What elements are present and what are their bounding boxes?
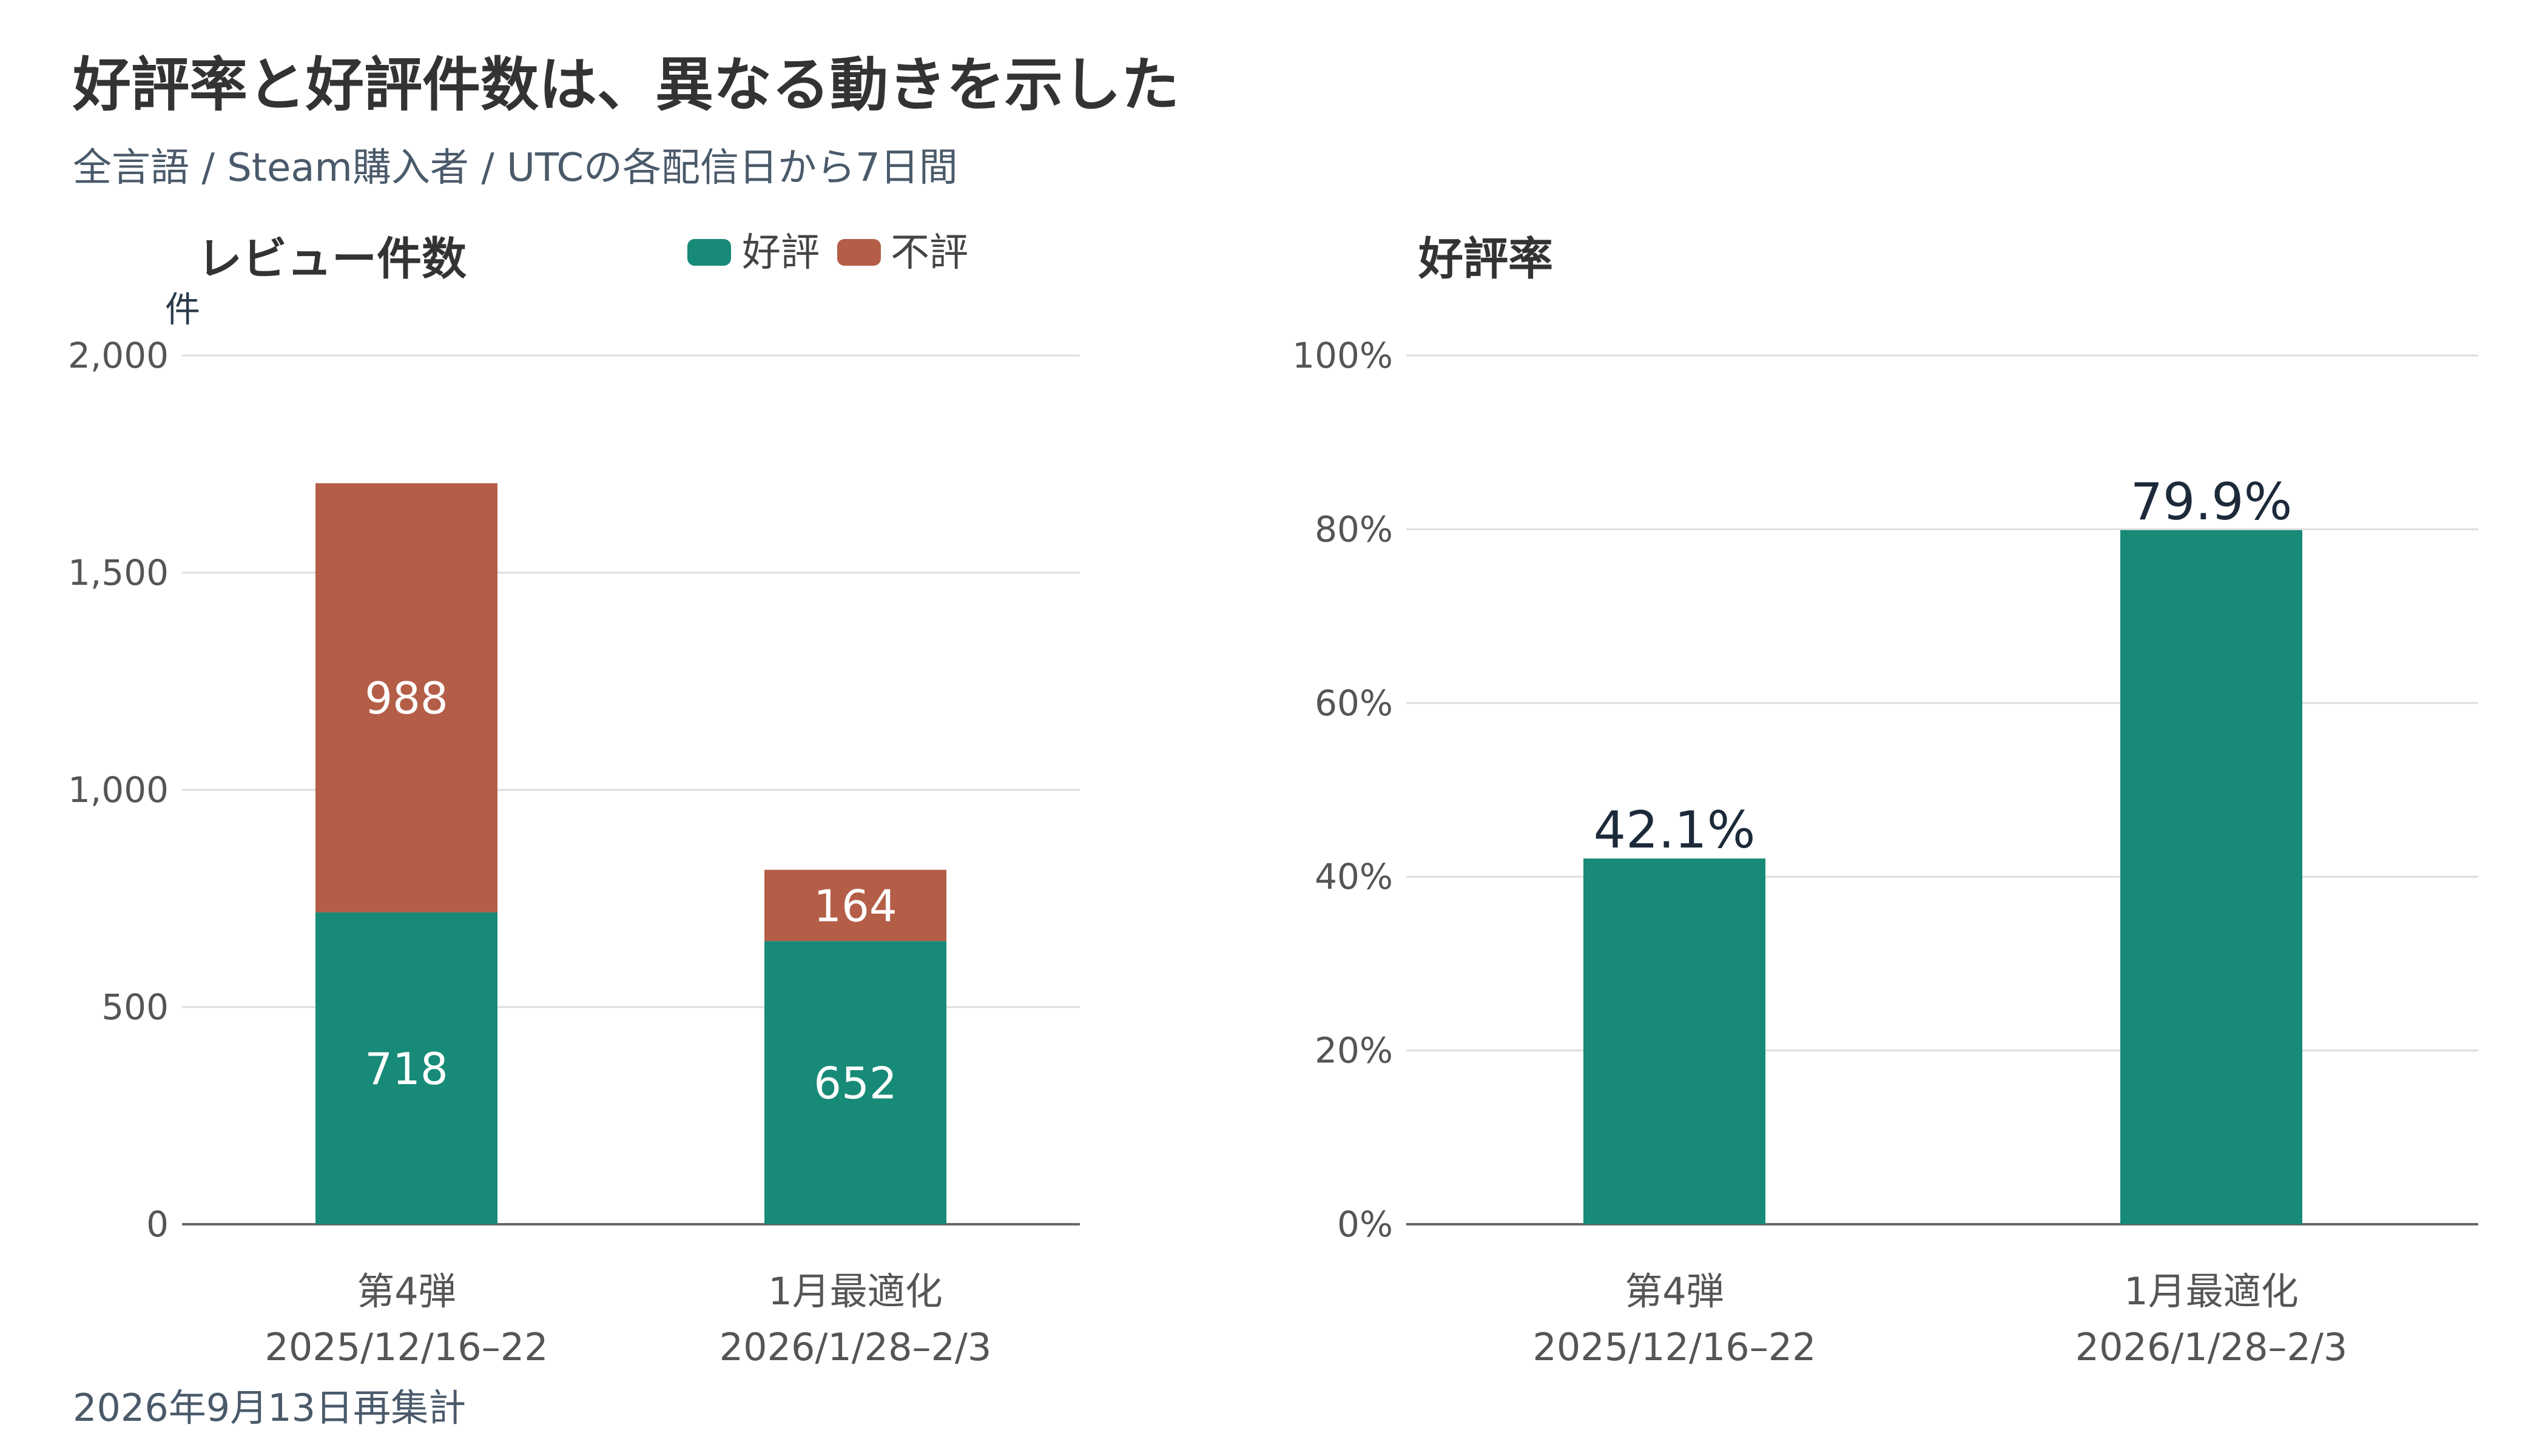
rate-chart-x-tick-period: 2025/12/16–22 — [1532, 1325, 1816, 1369]
count-chart-y-tick-label: 0 — [146, 1204, 169, 1245]
legend-swatch-positive — [687, 239, 731, 266]
rate-chart-y-tick-label: 0% — [1337, 1204, 1393, 1245]
count-chart-y-tick-label: 500 — [101, 986, 169, 1028]
rate-bar — [2120, 530, 2302, 1224]
count-chart-axes: 0 500 1,000 1,500 2,000 第4弾 2025/12/16–22 1月最適化… — [68, 233, 1080, 1369]
rate-chart-y-tick-label: 40% — [1315, 856, 1393, 897]
rate-chart-y-tick-label: 60% — [1315, 682, 1393, 724]
count-bar-positive — [315, 912, 497, 1224]
chart-title: 好評率と好評件数は、異なる動きを示した — [73, 51, 1179, 119]
rate-chart-y-tick-label: 100% — [1292, 335, 1393, 376]
chart-subtitle: 全言語 / Steam購入者 / UTCの各配信日から7日間 — [73, 146, 958, 190]
count-chart-title: レビュー件数 — [197, 233, 467, 285]
legend-label: 不評 — [891, 231, 968, 275]
rate-bar-label: 79.9% — [2131, 472, 2293, 531]
rate-bar-label: 42.1% — [1594, 800, 1756, 860]
count-bar-negative — [315, 483, 497, 912]
count-bar-negative — [764, 869, 946, 942]
count-chart-legend: 好評 不評 — [687, 231, 968, 275]
count-chart-y-tick-label: 1,500 — [68, 552, 169, 593]
count-bar-label: 988 — [365, 673, 448, 724]
rate-chart-title: 好評率 — [1418, 233, 1553, 285]
count-chart-x-tick-period: 2026/1/28–2/3 — [720, 1325, 992, 1369]
count-chart-y-unit: 件 — [165, 289, 200, 330]
count-chart-y-tick-label: 2,000 — [68, 335, 169, 376]
count-chart-x-tick-period: 2025/12/16–22 — [265, 1325, 548, 1369]
count-bar-label: 652 — [814, 1058, 897, 1109]
rate-chart-y-tick-label: 80% — [1315, 508, 1393, 550]
count-chart-x-tick-label: 1月最適化 — [768, 1269, 942, 1313]
rate-chart-y-tick-label: 20% — [1315, 1030, 1393, 1071]
count-bar-label: 718 — [365, 1043, 448, 1094]
footnote: 2026年9月13日再集計 — [73, 1386, 467, 1430]
count-chart-x-tick-label: 第4弾 — [357, 1269, 456, 1313]
legend-swatch-negative — [837, 239, 881, 266]
count-chart-y-tick-label: 1,000 — [68, 769, 169, 811]
rate-chart-x-tick-label: 1月最適化 — [2124, 1269, 2298, 1313]
legend-label: 好評 — [742, 231, 820, 275]
count-bar-label: 164 — [814, 880, 897, 931]
rate-bar — [1583, 858, 1765, 1224]
count-bar-positive — [764, 941, 946, 1224]
rate-chart-x-tick-period: 2026/1/28–2/3 — [2075, 1325, 2348, 1369]
rate-chart-x-tick-label: 第4弾 — [1625, 1269, 1724, 1313]
